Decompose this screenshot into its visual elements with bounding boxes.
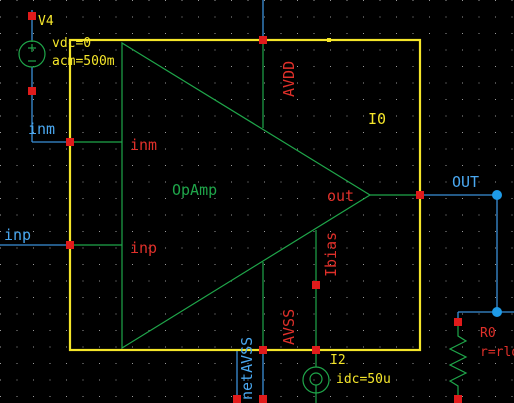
r0-pin-top[interactable] [454, 318, 462, 326]
net-label-out: OUT [452, 173, 479, 191]
net-label-inm: inm [28, 120, 55, 138]
opamp-symbol[interactable] [70, 40, 420, 350]
r0-value: r=rlo [480, 345, 514, 360]
i2-name: I2 [330, 353, 346, 368]
pin-label-avss: AVSS [280, 309, 298, 345]
pin-squares [28, 12, 462, 403]
r0-pin-bottom[interactable] [454, 395, 462, 403]
opamp-triangle [121, 41, 372, 350]
r0-junction-dot[interactable] [492, 307, 502, 317]
r0-resistor[interactable] [448, 324, 468, 403]
out-pin[interactable] [416, 191, 424, 199]
netavss-pin[interactable] [233, 395, 241, 403]
pin-label-out: out [327, 187, 354, 205]
pin-label-ibias: Ibias [322, 232, 340, 277]
i2-current-source[interactable] [302, 350, 330, 403]
pin-label-avdd: AVDD [280, 61, 298, 97]
net-label-netavss: netAVSS [238, 337, 256, 400]
v4-pin-top[interactable] [28, 12, 36, 20]
avdd-pin[interactable] [259, 36, 267, 44]
i2-idc: idc=50u [336, 372, 391, 387]
v4-vdc: vdc=0 [52, 36, 91, 51]
pin-label-inm: inm [130, 136, 157, 154]
ibias-pin[interactable] [312, 281, 320, 289]
cell-name: OpAmp [172, 181, 217, 199]
v4-pin-bottom[interactable] [28, 87, 36, 95]
ibias-bottom-pin[interactable] [312, 346, 320, 354]
avss-bottom-pin[interactable] [259, 395, 267, 403]
r0-name: R0 [480, 326, 496, 341]
instance-name: I0 [368, 110, 386, 128]
inm-pin[interactable] [66, 138, 74, 146]
avss-pin[interactable] [259, 346, 267, 354]
pin-label-inp: inp [130, 239, 157, 257]
v4-acm: acm=500m [52, 54, 115, 69]
inp-pin[interactable] [66, 241, 74, 249]
out-junction-dot[interactable] [492, 190, 502, 200]
v4-name: V4 [38, 14, 54, 29]
selection-handle[interactable] [327, 38, 331, 42]
net-label-inp: inp [4, 226, 31, 244]
v4-source[interactable] [18, 40, 46, 68]
